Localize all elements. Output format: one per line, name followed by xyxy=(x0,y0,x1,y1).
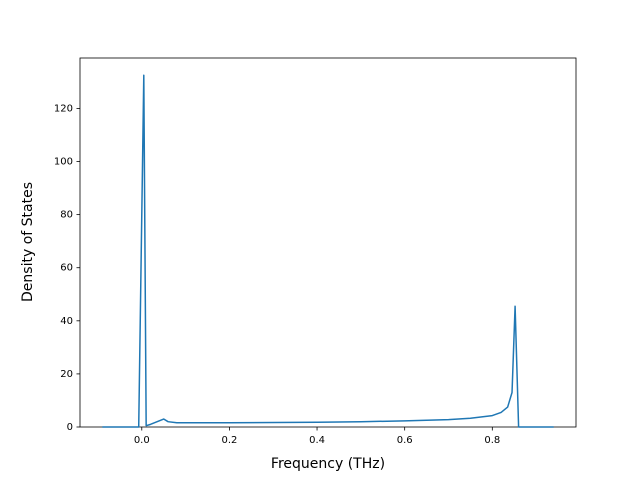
line xyxy=(102,74,554,428)
x-tick-label: 0.8 xyxy=(484,435,500,446)
y-tick-label: 80 xyxy=(60,210,73,221)
y-axis-label: Density of States xyxy=(20,182,36,302)
axes-frame xyxy=(79,57,577,428)
x-tick-label: 0.0 xyxy=(134,435,150,446)
x-tick-label: 0.6 xyxy=(397,435,413,446)
y-tick-label: 20 xyxy=(60,369,73,380)
x-tick-label: 0.4 xyxy=(309,435,325,446)
x-axis-label: Frequency (THz) xyxy=(271,456,385,472)
y-tick-label: 120 xyxy=(54,103,73,114)
y-tick-label: 60 xyxy=(60,263,73,274)
y-tick-label: 40 xyxy=(60,316,73,327)
x-tick-label: 0.2 xyxy=(221,435,237,446)
y-tick-label: 100 xyxy=(54,157,73,168)
y-tick-label: 0 xyxy=(67,422,73,433)
